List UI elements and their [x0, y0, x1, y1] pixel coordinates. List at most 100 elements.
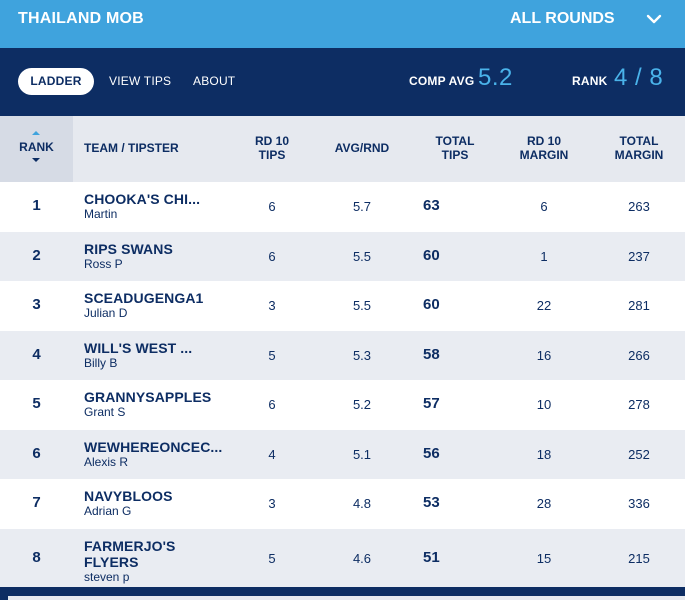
team-cell: FARMERJO'S FLYERS steven p [84, 538, 234, 584]
team-name: SCEADUGENGA1 [84, 290, 204, 306]
total-tips-cell: 51 [423, 548, 440, 566]
tab-view-tips[interactable]: VIEW TIPS [109, 74, 172, 88]
avg-cell: 5.3 [352, 347, 372, 363]
total-tips-cell: 60 [423, 296, 440, 313]
table-row[interactable]: 7 NAVYBLOOS Adrian G 3 4.8 53 28 336 [0, 479, 685, 529]
round-margin-cell: 16 [536, 347, 552, 363]
tipster-name: steven p [84, 569, 130, 584]
rank-cell: 7 [32, 494, 41, 511]
table-row[interactable]: 4 WILL'S WEST ... Billy B 5 5.3 58 16 26… [0, 330, 685, 380]
ladder-table-header: RANK TEAM / TIPSTER RD 10 TIPS AVG/RND T… [0, 116, 685, 182]
tipster-name: Billy B [84, 355, 118, 370]
round-margin-cell: 18 [536, 446, 552, 462]
comp-avg-label: COMP AVG [409, 74, 475, 88]
avg-cell: 5.5 [352, 248, 372, 264]
round-margin-cell: 28 [536, 496, 552, 511]
round-margin-cell: 1 [540, 248, 548, 264]
round-tips-cell: 6 [268, 248, 276, 264]
table-row[interactable]: 2 RIPS SWANS Ross P 6 5.5 60 1 237 [0, 231, 685, 281]
rank-sort-header[interactable]: RANK [0, 116, 73, 182]
round-tips-column-header: RD 10 TIPS [254, 134, 289, 162]
total-margin-cell: 215 [628, 550, 650, 566]
rank-label: RANK [572, 74, 608, 88]
tipster-name: Martin [84, 207, 118, 221]
table-row[interactable]: 6 WEWHEREONCEC... Alexis R 4 5.1 56 18 2… [0, 429, 685, 479]
footer-divider [8, 596, 685, 600]
round-tips-cell: 3 [268, 298, 276, 313]
avg-cell: 4.6 [352, 550, 372, 566]
rank-cell: 1 [32, 197, 41, 214]
tipster-name: Grant S [84, 405, 126, 419]
round-tips-cell: 6 [268, 199, 276, 214]
chevron-down-icon[interactable] [645, 10, 663, 28]
avg-per-round-column-header: AVG/RND [334, 141, 390, 155]
team-cell: WILL'S WEST ... Billy B [84, 340, 234, 370]
rank-cell: 2 [32, 246, 41, 264]
avg-cell: 5.1 [352, 446, 372, 462]
avg-cell: 4.8 [352, 496, 372, 511]
team-column-header: TEAM / TIPSTER [84, 141, 179, 155]
round-margin-cell: 22 [536, 298, 552, 313]
tab-ladder[interactable]: LADDER [18, 68, 94, 95]
sort-up-icon [32, 131, 40, 135]
sort-down-icon [32, 158, 40, 162]
round-margin-column-header: RD 10 MARGIN [519, 134, 569, 162]
round-tips-cell: 5 [268, 550, 276, 566]
team-name: NAVYBLOOS [84, 488, 173, 504]
rank-cell: 6 [32, 444, 41, 462]
rank-value: 4 / 8 [614, 64, 664, 91]
rank-column-label: RANK [19, 140, 54, 154]
tab-about[interactable]: ABOUT [193, 74, 236, 88]
total-margin-column-header: TOTAL MARGIN [614, 134, 664, 162]
avg-cell: 5.2 [352, 397, 372, 412]
total-margin-cell: 252 [628, 446, 650, 462]
total-tips-column-header: TOTAL TIPS [435, 134, 475, 162]
table-row[interactable]: 8 FARMERJO'S FLYERS steven p 5 4.6 51 15… [0, 528, 685, 589]
team-cell: GRANNYSAPPLES Grant S [84, 389, 234, 419]
tipster-name: Julian D [84, 306, 128, 320]
team-name: GRANNYSAPPLES [84, 389, 212, 405]
tipster-name: Ross P [84, 256, 123, 271]
team-cell: WEWHEREONCEC... Alexis R [84, 439, 234, 469]
round-tips-cell: 6 [268, 397, 276, 412]
rounds-selector[interactable]: ALL ROUNDS [510, 10, 615, 27]
round-margin-cell: 15 [536, 550, 552, 566]
total-margin-cell: 336 [628, 496, 650, 511]
footer-bar [0, 587, 685, 600]
team-name: RIPS SWANS [84, 240, 173, 257]
team-cell: NAVYBLOOS Adrian G [84, 488, 234, 518]
table-row[interactable]: 5 GRANNYSAPPLES Grant S 6 5.2 57 10 278 [0, 380, 685, 430]
total-tips-cell: 60 [423, 246, 440, 264]
round-tips-cell: 5 [268, 347, 276, 363]
tipster-name: Adrian G [84, 504, 132, 518]
team-name: WEWHEREONCEC... [84, 438, 223, 455]
team-cell: RIPS SWANS Ross P [84, 241, 234, 271]
rank-cell: 3 [32, 296, 41, 313]
team-name: FARMERJO'S FLYERS [84, 537, 176, 570]
rank-cell: 4 [32, 345, 41, 363]
round-tips-cell: 4 [268, 446, 276, 462]
total-tips-cell: 63 [423, 197, 440, 214]
team-name: WILL'S WEST ... [84, 339, 193, 356]
rank-cell: 5 [32, 395, 41, 412]
total-margin-cell: 266 [628, 347, 650, 363]
tipster-name: Alexis R [84, 454, 129, 469]
round-margin-cell: 6 [540, 199, 548, 214]
total-tips-cell: 53 [423, 494, 440, 511]
team-cell: CHOOKA'S CHI... Martin [84, 191, 234, 221]
table-row[interactable]: 1 CHOOKA'S CHI... Martin 6 5.7 63 6 263 [0, 182, 685, 232]
comp-avg-value: 5.2 [478, 64, 513, 91]
ladder-nav-bar: LADDER VIEW TIPS ABOUT COMP AVG 5.2 RANK… [0, 48, 685, 116]
competition-title: THAILAND MOB [18, 10, 144, 27]
table-row[interactable]: 3 SCEADUGENGA1 Julian D 3 5.5 60 22 281 [0, 281, 685, 331]
total-tips-cell: 57 [423, 395, 440, 412]
total-margin-cell: 281 [628, 298, 650, 313]
team-cell: SCEADUGENGA1 Julian D [84, 290, 234, 320]
team-name: CHOOKA'S CHI... [84, 191, 201, 207]
total-tips-cell: 58 [423, 345, 440, 363]
total-margin-cell: 237 [628, 248, 650, 264]
competition-header: THAILAND MOB ALL ROUNDS [0, 0, 685, 48]
rank-cell: 8 [32, 548, 41, 566]
ladder-table-body: 1 CHOOKA'S CHI... Martin 6 5.7 63 6 263 … [0, 182, 685, 589]
total-margin-cell: 263 [628, 199, 650, 214]
